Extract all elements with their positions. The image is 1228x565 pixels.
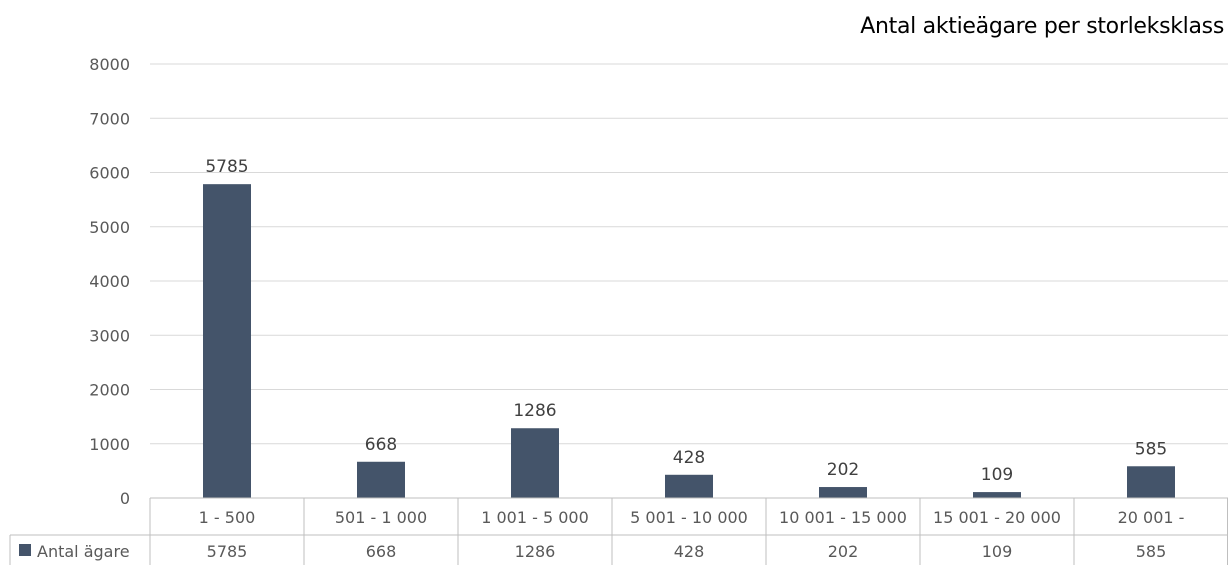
- table-value: 668: [366, 542, 397, 561]
- bar: [665, 474, 713, 498]
- data-label: 5785: [205, 157, 248, 177]
- table-value: 5785: [207, 542, 248, 561]
- y-tick-label: 2000: [89, 381, 130, 400]
- bar: [819, 487, 867, 498]
- y-tick-label: 6000: [89, 164, 130, 183]
- y-axis-ticks: 0 1000 2000 3000 4000 5000 6000 7000 8000: [89, 55, 130, 508]
- data-label: 202: [827, 460, 859, 480]
- category-label: 5 001 - 10 000: [630, 508, 748, 527]
- chart-title: Antal aktieägare per storleksklass: [860, 14, 1224, 39]
- bar: [511, 428, 559, 498]
- legend-key: [19, 544, 31, 556]
- data-label: 668: [365, 435, 397, 455]
- bar: [973, 492, 1021, 498]
- data-label: 1286: [513, 401, 556, 421]
- y-tick-label: 1000: [89, 435, 130, 454]
- data-label: 428: [673, 448, 705, 468]
- data-label: 585: [1135, 439, 1167, 459]
- gridlines: [150, 63, 1228, 445]
- data-table: 1 - 500 5785 501 - 1 000 668 1 001 - 5 000 12…: [9, 497, 1228, 565]
- category-label: 1 - 500: [199, 508, 256, 527]
- y-tick-label: 7000: [89, 109, 130, 128]
- y-tick-label: 8000: [89, 55, 130, 74]
- y-tick-label: 3000: [89, 326, 130, 345]
- category-label: 15 001 - 20 000: [933, 508, 1061, 527]
- table-value: 1286: [515, 542, 556, 561]
- table-value: 428: [674, 542, 705, 561]
- data-label: 109: [981, 465, 1013, 485]
- bar: [203, 184, 251, 498]
- bar: [357, 461, 405, 498]
- bars: [203, 184, 1175, 498]
- data-labels: 5785 668 1286 428 202 109 585: [205, 157, 1167, 485]
- category-label: 20 001 -: [1118, 508, 1185, 527]
- y-tick-label: 4000: [89, 272, 130, 291]
- y-tick-label: 5000: [89, 218, 130, 237]
- bar: [1127, 466, 1175, 498]
- y-tick-label: 0: [120, 489, 130, 508]
- table-value: 585: [1136, 542, 1167, 561]
- series-name: Antal ägare: [37, 542, 130, 561]
- table-value: 202: [828, 542, 859, 561]
- table-value: 109: [982, 542, 1013, 561]
- category-label: 501 - 1 000: [335, 508, 427, 527]
- category-label: 10 001 - 15 000: [779, 508, 907, 527]
- category-label: 1 001 - 5 000: [481, 508, 589, 527]
